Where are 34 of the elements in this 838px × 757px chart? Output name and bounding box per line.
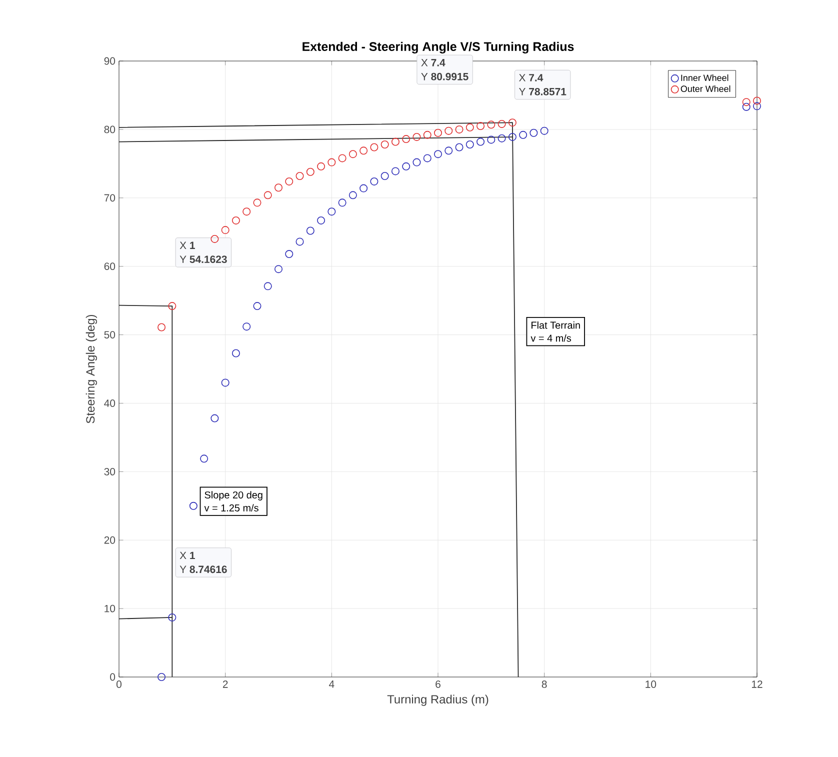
annotation: v = 1.25 m/s <box>204 504 258 512</box>
x-tick-label: 2 <box>222 680 228 688</box>
y-tick-label: 20 <box>104 536 116 544</box>
annotation: Y 8.74616 <box>180 566 227 574</box>
y-tick-label: 50 <box>104 331 116 338</box>
annotation: X 1 <box>180 552 195 560</box>
x-tick-label: 12 <box>752 680 762 688</box>
y-tick-label: 80 <box>104 126 116 134</box>
legend-label: Outer Wheel <box>680 85 730 92</box>
y-tick-label: 0 <box>110 673 116 681</box>
annotation: Slope 20 deg <box>204 491 262 500</box>
y-axis-title: Steering Angle (deg) <box>86 314 98 424</box>
x-tick-label: 4 <box>328 680 334 688</box>
annotation: v = 4 m/s <box>530 334 572 342</box>
legend-label: Inner Wheel <box>681 74 728 82</box>
y-tick-label: 40 <box>104 400 116 407</box>
chart-title: Extended - Steering Angle V/S Turning Radius <box>302 42 574 54</box>
y-tick-label: 70 <box>104 194 116 202</box>
annotation: X 7.4 <box>421 59 446 66</box>
x-axis-title: Turning Radius (m) <box>387 694 488 706</box>
x-tick-label: 8 <box>542 680 547 688</box>
y-tick-label: 60 <box>104 262 116 270</box>
annotation: X 1 <box>180 242 195 249</box>
y-tick-label: 90 <box>104 57 116 65</box>
x-tick-label: 10 <box>646 680 656 688</box>
annotation: Y 54.1623 <box>180 256 227 264</box>
annotation: Flat Terrain <box>532 321 580 329</box>
x-tick-label: 6 <box>436 680 440 688</box>
annotation: X 7.4 <box>519 74 544 82</box>
annotation: Y 80.9915 <box>421 72 468 80</box>
y-tick-label: 10 <box>104 604 116 612</box>
annotation: Y 78.8571 <box>519 88 566 96</box>
y-tick-label: 30 <box>104 468 116 476</box>
x-tick-label: 0 <box>116 680 122 688</box>
